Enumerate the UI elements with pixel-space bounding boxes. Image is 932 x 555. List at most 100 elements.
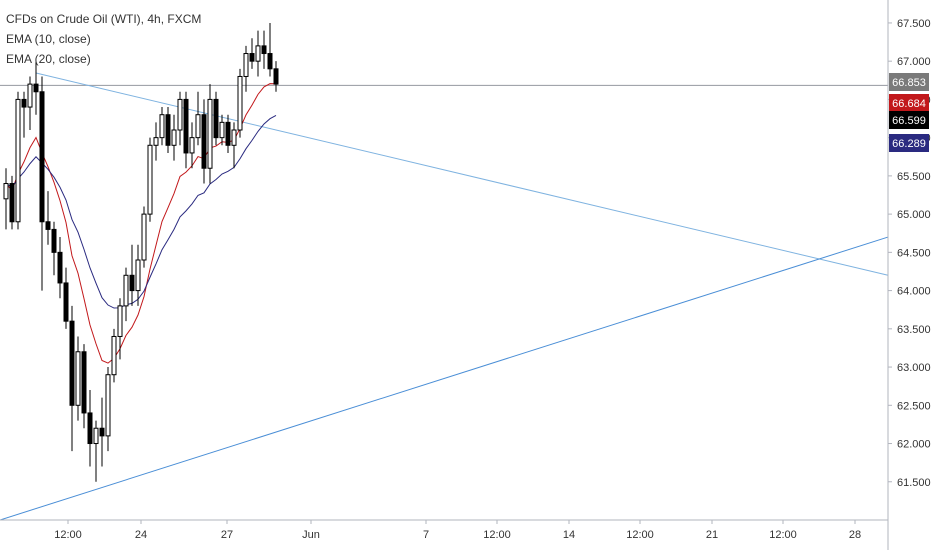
price-label-bg xyxy=(889,94,929,112)
candle-body xyxy=(213,98,219,139)
candle-body xyxy=(159,114,165,139)
chart-title: CFDs on Crude Oil (WTI), 4h, FXCM xyxy=(6,12,202,26)
candle xyxy=(171,114,177,161)
candle-body xyxy=(153,137,159,146)
candle-body xyxy=(111,335,117,376)
candle-body xyxy=(243,53,249,77)
x-tick-label: 7 xyxy=(423,529,429,541)
candle xyxy=(45,191,51,245)
y-tick-label: 62.500 xyxy=(897,400,931,412)
y-tick-label: 67.500 xyxy=(897,18,931,30)
legend-ema-20: EMA (20, close) xyxy=(6,52,91,66)
y-tick-label: 67.000 xyxy=(897,56,931,68)
price-label-text: 66.289 xyxy=(892,138,926,150)
y-tick-label: 63.500 xyxy=(897,324,931,336)
candle xyxy=(231,122,237,169)
candle-body xyxy=(141,213,147,261)
candle-body xyxy=(183,98,189,154)
candle xyxy=(201,99,207,184)
candle-body xyxy=(171,129,177,146)
candle-body xyxy=(219,121,225,139)
candle xyxy=(243,45,249,92)
x-tick-label: 27 xyxy=(221,529,233,541)
candle-body xyxy=(261,45,267,55)
price-label-text: 66.599 xyxy=(892,115,926,127)
candle xyxy=(183,91,189,169)
candle xyxy=(3,168,9,230)
candle-body xyxy=(273,68,279,85)
candle-body xyxy=(195,114,201,139)
candle xyxy=(219,114,225,146)
price-label-bg xyxy=(889,73,929,91)
candle xyxy=(9,175,15,230)
legend-ema-10: EMA (10, close) xyxy=(6,32,91,46)
candle xyxy=(51,221,57,276)
candle xyxy=(273,61,279,92)
candle xyxy=(63,267,69,329)
candle xyxy=(147,137,153,222)
price-label: 66.853 xyxy=(889,73,929,91)
candle-body xyxy=(129,274,135,292)
candle-body xyxy=(189,137,195,154)
candle xyxy=(207,84,213,184)
price-label-bg xyxy=(889,111,929,129)
candle-body xyxy=(117,305,123,337)
y-tick-label: 63.000 xyxy=(897,362,931,374)
candle xyxy=(177,91,183,146)
ema-20-line xyxy=(5,114,277,309)
candle xyxy=(69,305,75,452)
candle xyxy=(33,61,39,115)
y-tick-label: 65.500 xyxy=(897,171,931,183)
candle-body xyxy=(165,114,171,146)
price-label: 66.684 xyxy=(889,94,929,112)
y-tick-label: 64.000 xyxy=(897,286,931,298)
price-label-bg xyxy=(889,134,929,152)
candle xyxy=(129,244,135,306)
y-tick-label: 61.500 xyxy=(897,477,931,489)
candle xyxy=(159,107,165,146)
candle-body xyxy=(105,374,111,437)
candle xyxy=(195,91,201,146)
price-label-text: 66.684 xyxy=(892,98,926,110)
candle xyxy=(135,244,141,306)
x-tick-label: 14 xyxy=(563,529,575,541)
candle xyxy=(75,336,81,421)
candle-body xyxy=(177,98,183,131)
candle xyxy=(255,30,261,77)
candle xyxy=(153,122,159,161)
candle-body xyxy=(3,183,9,200)
x-tick-label: 12:00 xyxy=(54,529,82,541)
candle xyxy=(81,344,87,429)
candle-body xyxy=(147,144,153,215)
candle-body xyxy=(39,91,45,223)
x-tick-label: Jun xyxy=(302,529,320,541)
candle-body xyxy=(87,412,93,445)
candle xyxy=(123,267,129,322)
candle xyxy=(15,91,21,230)
candle-body xyxy=(21,98,27,108)
candle-body xyxy=(69,320,75,406)
candle xyxy=(141,206,147,268)
candle xyxy=(27,76,33,130)
candle-body xyxy=(207,98,213,169)
candle-body xyxy=(93,427,99,445)
candle xyxy=(111,328,117,383)
candle xyxy=(225,114,231,153)
candle xyxy=(105,367,111,452)
trendline-upper xyxy=(35,72,889,276)
candle-body xyxy=(15,98,21,223)
x-tick-label: 28 xyxy=(849,529,861,541)
x-tick-label: 12:00 xyxy=(626,529,654,541)
chart-legend: CFDs on Crude Oil (WTI), 4h, FXCM EMA (1… xyxy=(6,9,201,69)
candle-body xyxy=(201,114,207,169)
candle-body xyxy=(63,282,69,322)
candle-body xyxy=(135,259,141,292)
candle xyxy=(87,390,93,467)
candle xyxy=(249,38,255,69)
candle-body xyxy=(81,351,87,414)
candle-body xyxy=(123,274,129,307)
price-label: 66.289 xyxy=(889,134,929,152)
candle-body xyxy=(249,53,255,62)
